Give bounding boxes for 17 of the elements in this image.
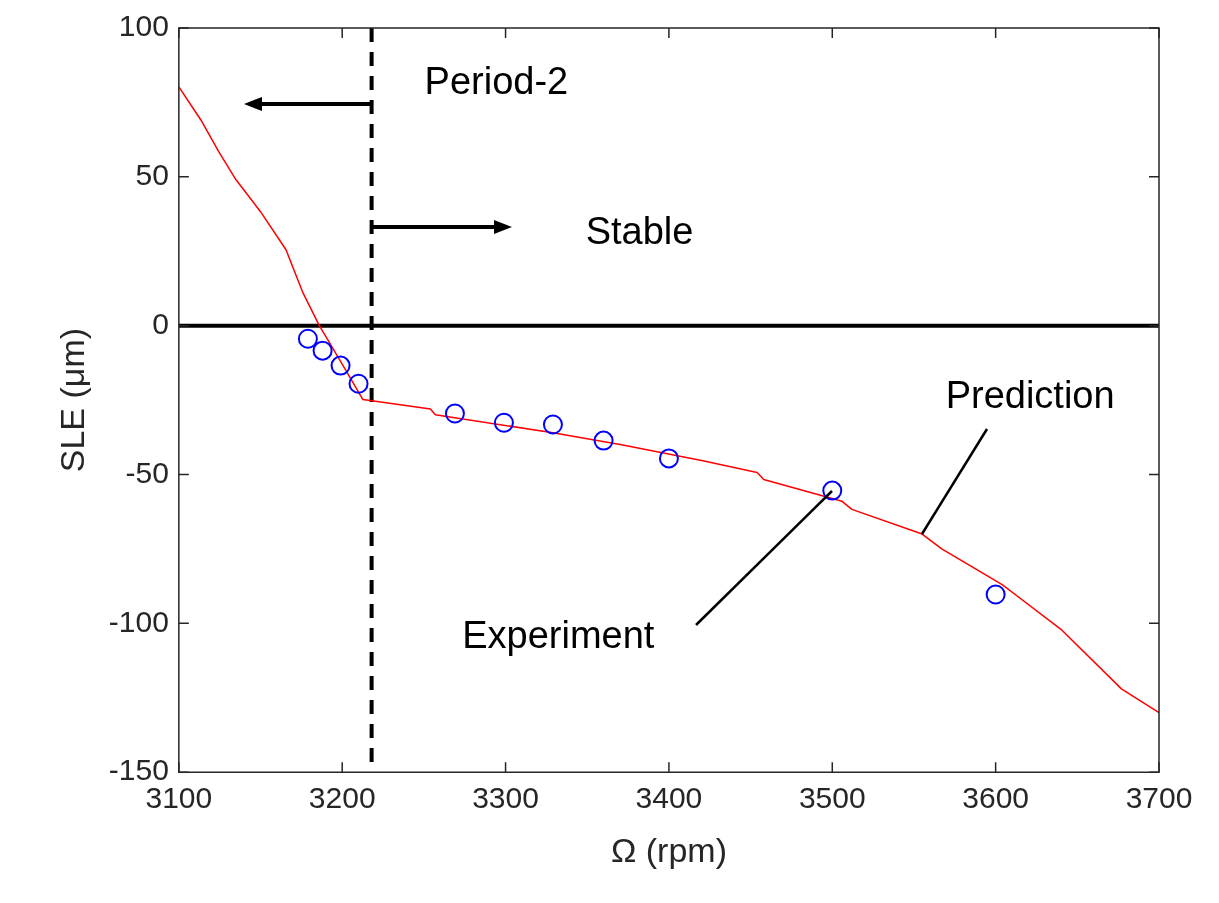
x-tick-label: 3600 <box>962 781 1030 815</box>
annotation: Period-2 <box>424 59 569 102</box>
annotation: Stable <box>585 209 694 252</box>
y-tick-label: -100 <box>108 604 169 638</box>
x-tick-label: 3300 <box>472 781 539 815</box>
x-tick-label: 3500 <box>798 781 866 815</box>
x-tick-label: 3400 <box>635 781 703 815</box>
y-axis-title: SLE (μm) <box>52 327 91 473</box>
y-tick-label: 100 <box>118 9 169 43</box>
y-tick-label: 0 <box>152 306 169 340</box>
annotation: Prediction <box>945 373 1115 416</box>
y-tick-label: 50 <box>135 158 169 192</box>
x-tick-label: 3200 <box>308 781 376 815</box>
x-tick-label: 3700 <box>1125 781 1193 815</box>
y-tick-label: -50 <box>125 455 169 489</box>
x-axis-title: Ω (rpm) <box>610 830 727 869</box>
annotation: Experiment <box>462 614 655 657</box>
